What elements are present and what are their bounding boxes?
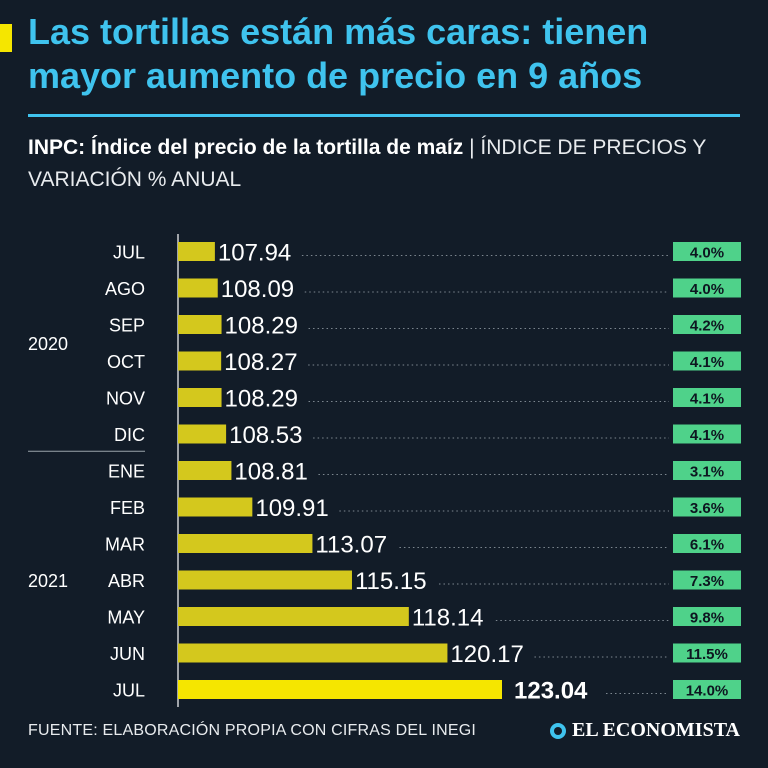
change-label: 4.2% [690,318,724,335]
year-group-label: 2020 [28,334,68,354]
brand-logo: EL ECONOMISTA [550,719,740,742]
change-badge [673,461,741,480]
bar [178,461,232,480]
change-label: 4.0% [690,245,724,262]
bar [178,607,409,626]
month-label: JUN [110,644,145,664]
bar [178,534,313,553]
change-badge [673,388,741,407]
value-label: 109.91 [255,495,328,522]
month-label: ENE [108,462,145,482]
bar [178,351,222,371]
brand-circle-icon [550,722,566,739]
change-badge [673,534,741,553]
value-label: 108.29 [225,386,298,413]
change-label: 4.0% [690,281,724,298]
change-label: 6.1% [690,537,724,554]
change-label: 14.0% [686,683,729,700]
title-accent-bar [0,24,12,52]
change-label: 11.5% [686,646,728,663]
change-badge [673,607,741,626]
month-label: DIC [114,425,145,445]
value-label: 108.27 [224,349,297,376]
change-label: 3.1% [690,464,724,481]
change-badge [673,242,741,261]
value-label: 108.29 [225,313,298,340]
change-label: 4.1% [690,427,724,444]
value-label: 123.04 [514,678,588,705]
value-label: 108.09 [221,276,294,303]
change-label: 3.6% [690,500,724,517]
bar [178,242,215,261]
value-label: 107.94 [218,240,291,267]
subtitle-detail: | ÍNDICE DE PRECIOS Y VARIACIÓN % ANUAL [28,136,707,191]
change-badge [673,643,741,663]
value-label: 108.81 [234,459,307,486]
bar [178,424,227,444]
month-label: JUL [113,243,145,263]
value-label: 115.15 [355,568,427,595]
bar [178,278,218,298]
chart-subtitle: INPC: Índice del precio de la tortilla d… [28,132,748,196]
bar [178,315,222,334]
change-badge [673,497,741,517]
footer-source: FUENTE: ELABORACIÓN PROPIA CON CIFRAS DE… [28,722,477,739]
month-label: SEP [109,316,145,336]
bar [178,643,448,663]
bar [178,570,352,590]
change-badge [673,570,741,590]
month-label: ABR [108,571,145,591]
month-label: FEB [110,498,145,518]
month-label: MAY [107,608,145,628]
change-label: 7.3% [690,573,724,590]
month-label: JUL [113,681,145,701]
change-badge [673,424,741,444]
bar [178,388,222,407]
change-badge [673,315,741,334]
month-label: AGO [105,279,145,299]
change-label: 9.8% [690,610,724,627]
change-badge [673,278,741,298]
chart-title: Las tortillas están más caras: tienen ma… [28,11,649,96]
title-divider [28,114,740,117]
brand-name: EL ECONOMISTA [572,719,740,741]
month-label: MAR [105,535,145,555]
value-label: 118.14 [412,605,484,632]
value-label: 120.17 [450,641,523,668]
change-badge [673,680,741,699]
bar [178,497,253,517]
change-label: 4.1% [690,391,724,408]
month-label: OCT [107,352,145,372]
month-label: NOV [106,389,145,409]
bar [178,680,502,699]
change-label: 4.1% [690,354,724,371]
year-group-label: 2021 [28,571,68,591]
value-label: 113.07 [315,532,387,559]
change-badge [673,351,741,371]
subtitle-main: INPC: Índice del precio de la tortilla d… [28,136,464,159]
value-label: 108.53 [229,422,302,449]
